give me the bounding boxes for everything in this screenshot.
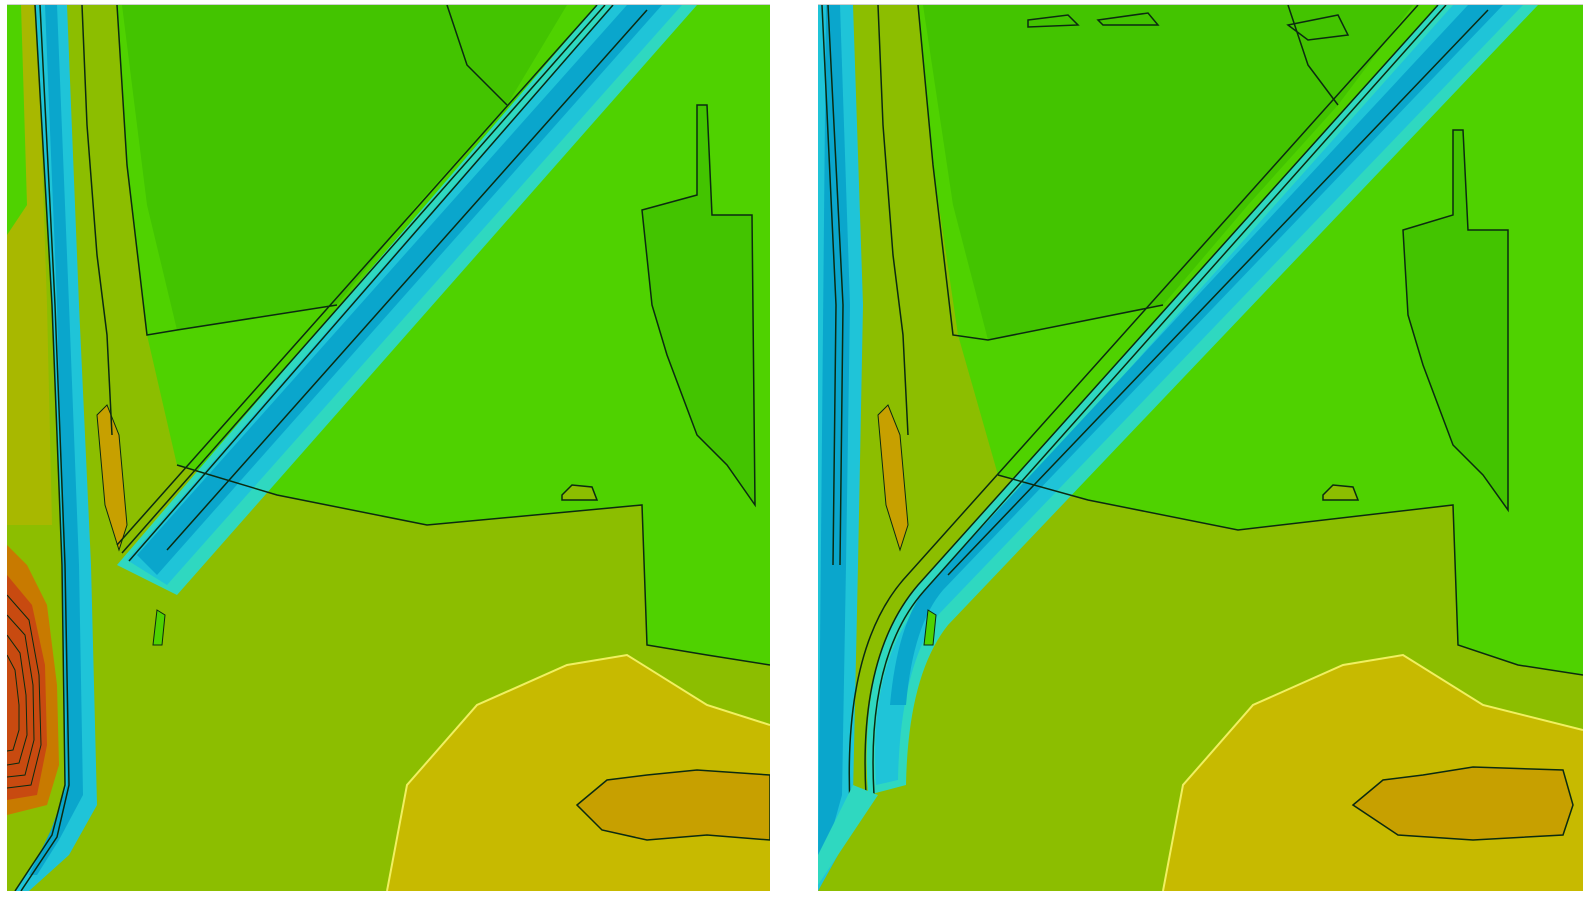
small-patch [561,484,599,501]
small-patch-2 [923,609,937,646]
terrain-contours [81,5,770,666]
ochre-lobe [96,404,128,552]
green-zone-right [1402,129,1509,513]
channel-diagonal-contours [848,5,1489,806]
channel-diagonal-core [137,5,662,575]
green-zone-inner [122,5,567,330]
hill-contours [7,594,42,789]
terrain-contours [877,5,1583,676]
elevation-map-left [7,4,770,891]
channel-vertical-contours [14,5,70,891]
channel-diagonal-contours [116,5,648,562]
green-zone-right [641,104,756,508]
green-strip-left [7,5,27,235]
small-patch [1322,484,1360,501]
ochre-lobe [877,404,909,552]
small-patch-2 [152,609,166,646]
yellow-zone-edge [1162,653,1583,891]
ochre-zone-lower [1351,766,1574,841]
ochre-zone-lower [575,769,770,841]
red-hill [7,575,47,800]
yellow-zone-edge [386,653,770,891]
channel-vertical-contours [821,5,844,566]
contour-map-after [818,5,1583,891]
green-zone-inner [923,5,1413,340]
channel-vertical-core [29,5,83,875]
contour-map-before [7,5,770,891]
channel-junction [818,785,878,885]
elevation-map-right [818,4,1583,891]
